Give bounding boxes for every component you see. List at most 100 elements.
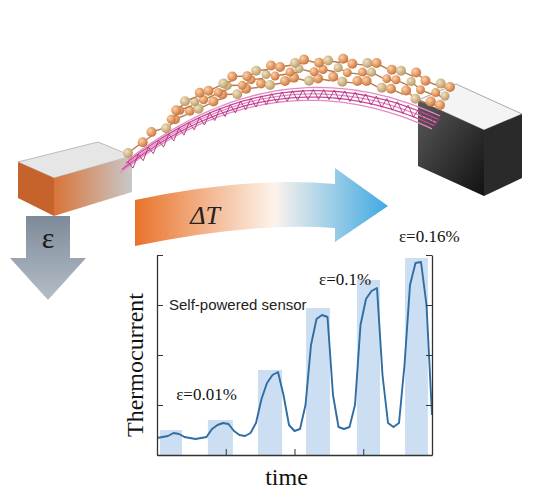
- lattice-layer: [120, 100, 432, 173]
- atom: [238, 81, 247, 90]
- atom: [251, 66, 261, 76]
- tick-mark: [426, 255, 432, 256]
- atom: [314, 58, 324, 68]
- tick: [157, 355, 163, 356]
- atom: [352, 76, 362, 86]
- axis-line: [432, 256, 433, 456]
- strain-annotation: ε=0.16%: [399, 227, 460, 246]
- atom: [232, 89, 242, 99]
- atom: [386, 84, 396, 94]
- atom: [180, 96, 190, 106]
- lattice-layer: [122, 97, 434, 170]
- atom: [271, 71, 280, 80]
- tick: [226, 449, 227, 455]
- tick: [426, 405, 432, 406]
- atom: [420, 76, 430, 86]
- atom: [290, 58, 300, 68]
- tick: [157, 405, 163, 406]
- tick: [363, 449, 364, 455]
- lattice-layer: [124, 94, 436, 167]
- atom: [204, 86, 214, 96]
- atom: [161, 123, 171, 133]
- atom: [218, 78, 228, 88]
- atom: [441, 92, 450, 101]
- graphical-abstract: ΔTεSelf-powered sensortimeThermocurrentε…: [0, 0, 549, 500]
- atom: [338, 54, 348, 64]
- thermocurrent-line: [157, 262, 432, 439]
- strain-label: ε: [42, 221, 55, 254]
- atom: [299, 55, 309, 65]
- tick: [295, 449, 296, 455]
- tick: [157, 255, 163, 256]
- atom: [167, 115, 176, 124]
- x-axis-label: time: [265, 464, 308, 490]
- gradient-label: ΔT: [189, 201, 221, 230]
- atom: [436, 79, 446, 89]
- atom: [214, 88, 223, 97]
- atom: [310, 67, 319, 76]
- atom: [377, 83, 387, 93]
- x-axis: [158, 449, 433, 456]
- plot-background: [157, 255, 432, 455]
- atom: [391, 75, 400, 84]
- atom: [387, 65, 397, 75]
- lattice: [120, 87, 440, 172]
- atom: [265, 80, 275, 90]
- atom: [334, 63, 343, 72]
- axis-line: [158, 455, 433, 456]
- tick-mark: [226, 449, 227, 455]
- lattice-bonds: [128, 90, 440, 169]
- y-axis-right: [426, 256, 433, 456]
- atom: [208, 96, 218, 106]
- atom: [343, 68, 352, 77]
- atom: [407, 77, 416, 86]
- tick: [426, 455, 432, 456]
- atom: [195, 88, 205, 98]
- atom: [146, 127, 156, 137]
- atom: [411, 67, 421, 77]
- atom: [171, 105, 181, 115]
- atom: [337, 77, 347, 87]
- tick: [157, 305, 163, 306]
- atom: [123, 148, 133, 158]
- atom: [323, 55, 333, 65]
- strain-arrow: [10, 216, 86, 300]
- tick-mark: [157, 305, 163, 306]
- tick-mark: [363, 449, 364, 455]
- strain-window-bar: [258, 370, 282, 455]
- tick-mark: [157, 455, 163, 456]
- atom: [358, 68, 367, 77]
- tick-mark: [426, 355, 432, 356]
- plot-area: [157, 258, 432, 455]
- atom: [435, 100, 445, 110]
- atom: [431, 88, 440, 97]
- atom: [138, 137, 148, 147]
- tick-mark: [157, 355, 163, 356]
- atom: [445, 82, 455, 92]
- strain-annotation: ε=0.1%: [319, 270, 371, 289]
- atom: [286, 68, 295, 77]
- atom: [426, 97, 436, 107]
- left-block-side: [18, 162, 54, 216]
- atom: [262, 70, 271, 79]
- gradient-arrow: [135, 168, 388, 246]
- tick-mark: [157, 405, 163, 406]
- atom: [372, 58, 382, 68]
- tick: [426, 355, 432, 356]
- atom: [367, 68, 376, 77]
- atom: [227, 72, 237, 82]
- atom: [396, 66, 406, 76]
- atoms: [123, 54, 455, 158]
- strain-annotation: ε=0.01%: [176, 385, 237, 404]
- tick: [426, 305, 432, 306]
- y-axis-label: Thermocurrent: [122, 293, 148, 437]
- atom: [362, 58, 372, 68]
- tick-mark: [426, 405, 432, 406]
- tick: [157, 455, 163, 456]
- right-block-side: [484, 114, 522, 196]
- left-block-front: [54, 156, 132, 216]
- atom: [256, 79, 266, 89]
- atom: [304, 76, 314, 86]
- atom: [401, 85, 411, 95]
- strain-window-bar: [306, 308, 330, 455]
